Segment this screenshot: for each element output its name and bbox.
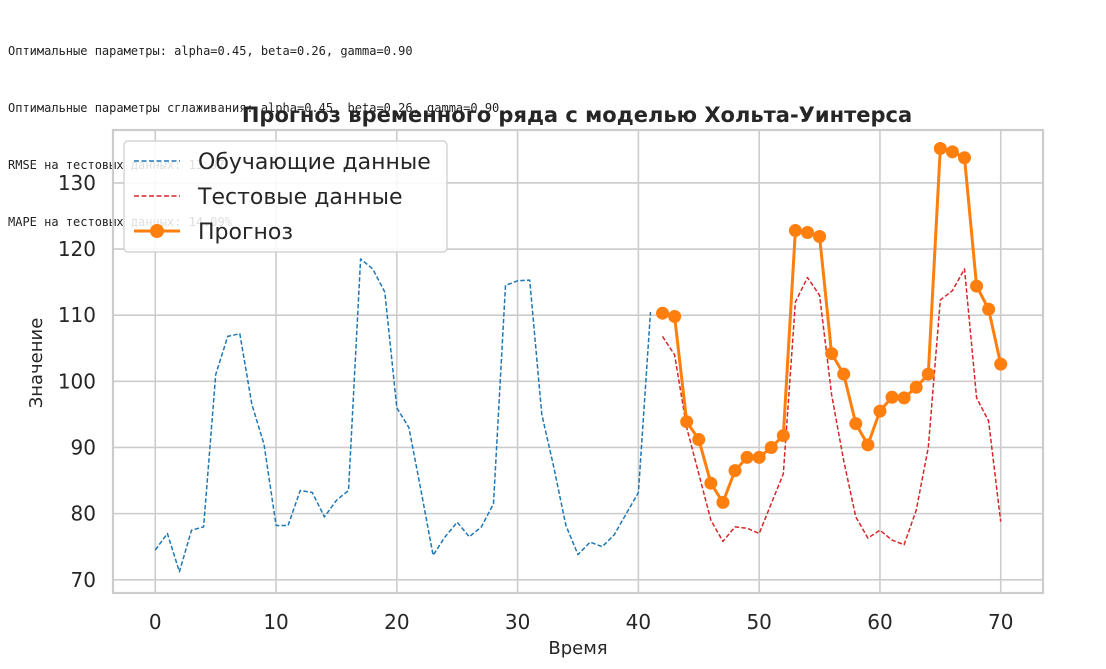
legend-box <box>123 140 448 253</box>
tick-labels: 0 10 20 30 40 50 60 70 70 80 90 100 110 120 130 <box>58 171 1014 634</box>
x-tick-label: 70 <box>988 610 1013 634</box>
forecast-point <box>945 145 959 159</box>
x-tick-label: 0 <box>149 610 162 634</box>
forecast-point <box>728 464 742 478</box>
grid <box>113 130 1043 593</box>
forecast-point <box>776 429 790 443</box>
legend-marker-forecast <box>150 224 164 238</box>
forecast-point <box>861 438 875 452</box>
forecast-point <box>897 391 911 405</box>
forecast-point <box>764 440 778 454</box>
y-tick-label: 130 <box>58 171 96 195</box>
forecast-point <box>740 450 754 464</box>
forecast-point <box>752 450 766 464</box>
console-line: Оптимальные параметры: alpha=0.45, beta=… <box>8 44 413 58</box>
forecast-point <box>668 310 682 324</box>
forecast-point <box>909 380 923 394</box>
plot-frame <box>111 128 1045 595</box>
plot-series <box>154 142 1008 573</box>
series-line-0 <box>154 258 652 573</box>
forecast-point <box>825 347 839 361</box>
legend-label-forecast: Прогноз <box>198 220 293 245</box>
y-tick-label: 70 <box>71 568 96 592</box>
legend: Обучающие данные Тестовые данные Прогноз <box>123 140 448 253</box>
forecast-point <box>837 367 851 381</box>
forecast-point <box>788 224 802 238</box>
forecast-point <box>994 357 1008 371</box>
forecast-point <box>813 229 827 243</box>
forecast-point <box>716 495 730 509</box>
series-line-2 <box>662 147 1003 504</box>
chart-title: Прогноз временного ряда с моделью Хольта… <box>242 103 912 127</box>
forecast-point <box>800 226 814 240</box>
x-axis-label: Время <box>548 638 607 659</box>
y-tick-label: 90 <box>71 435 96 459</box>
forecast-point <box>656 306 670 320</box>
forecast-point <box>680 415 694 429</box>
legend-label-train: Обучающие данные <box>198 150 431 175</box>
forecast-point <box>933 142 947 156</box>
forecast-point <box>849 417 863 431</box>
x-tick-label: 40 <box>626 610 651 634</box>
forecast-point <box>970 279 984 293</box>
x-tick-label: 30 <box>505 610 530 634</box>
y-axis-label: Значение <box>26 318 47 409</box>
x-tick-label: 10 <box>263 610 288 634</box>
forecast-point <box>692 433 706 447</box>
forecast-point <box>885 390 899 404</box>
forecast-point <box>921 367 935 381</box>
forecast-point <box>982 302 996 316</box>
y-tick-label: 80 <box>71 502 96 526</box>
legend-label-test: Тестовые данные <box>197 185 403 210</box>
y-tick-label: 100 <box>58 369 96 393</box>
y-tick-label: 120 <box>58 237 96 261</box>
forecast-point <box>957 151 971 165</box>
console-line: Оптимальные параметры сглаживания: alpha… <box>8 101 500 115</box>
forecast-point <box>873 404 887 418</box>
x-tick-label: 20 <box>384 610 409 634</box>
x-tick-label: 50 <box>746 610 771 634</box>
forecast-point <box>704 476 718 490</box>
x-tick-label: 60 <box>867 610 892 634</box>
y-tick-label: 110 <box>58 303 96 327</box>
series-line-1 <box>661 268 1002 546</box>
